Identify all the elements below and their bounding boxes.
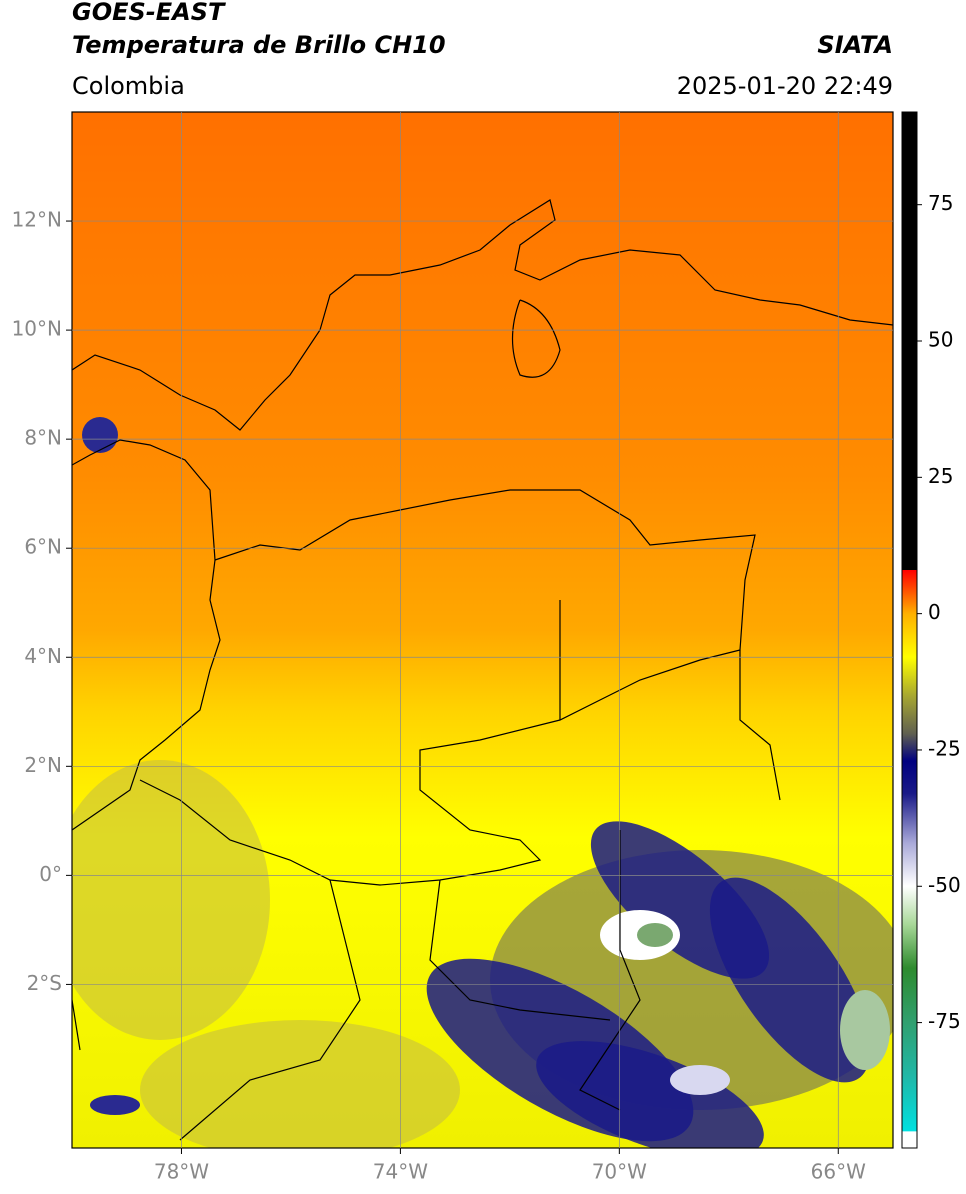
x-tick-label: 70°W <box>592 1160 647 1184</box>
colorbar <box>901 111 918 1149</box>
region: Colombia <box>72 72 185 100</box>
title: GOES-EAST <box>72 0 226 26</box>
colorbar-label: -50 <box>928 873 961 897</box>
colorbar-label: -75 <box>928 1009 961 1033</box>
y-tick-label: 6°N <box>24 535 62 559</box>
colorbar-label: 25 <box>928 464 953 488</box>
y-tick-label: 12°N <box>12 208 62 232</box>
colorbar-label: -25 <box>928 736 961 760</box>
y-tick-label: 2°S <box>27 971 62 995</box>
y-tick-label: 0° <box>39 862 62 886</box>
datetime: 2025-01-20 22:49 <box>677 72 893 100</box>
colorbar-label: 0 <box>928 600 941 624</box>
y-tick-label: 2°N <box>24 753 62 777</box>
y-tick-label: 8°N <box>24 426 62 450</box>
source: SIATA <box>817 31 893 59</box>
y-tick-label: 10°N <box>12 317 62 341</box>
map-image <box>72 112 893 1148</box>
colorbar-label: 50 <box>928 328 953 352</box>
x-tick-label: 78°W <box>154 1160 209 1184</box>
subtitle: Temperatura de Brillo CH10 <box>72 31 446 59</box>
x-tick-label: 74°W <box>373 1160 428 1184</box>
map-frame <box>71 111 894 1149</box>
y-tick-label: 4°N <box>24 644 62 668</box>
colorbar-label: 75 <box>928 191 953 215</box>
x-tick-label: 66°W <box>811 1160 866 1184</box>
